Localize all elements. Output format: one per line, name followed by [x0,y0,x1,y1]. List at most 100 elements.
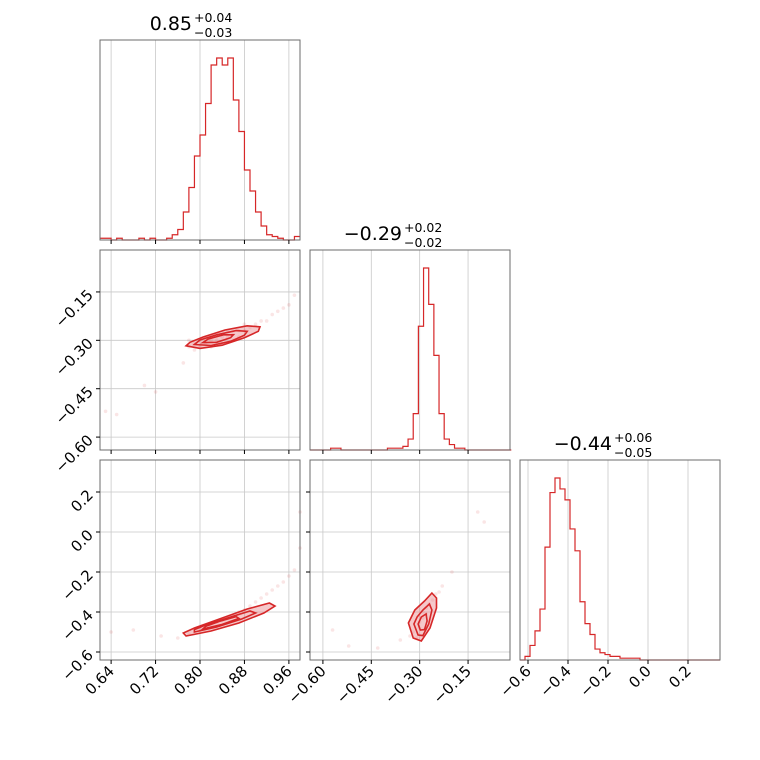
scatter-point [192,348,197,352]
param-title-plus: +0.04 [194,10,232,25]
panel-frame [309,459,511,661]
scatter-point [275,309,280,314]
scatter-panel [99,459,302,661]
param-title-median: 0.85 [150,13,192,35]
x-tick-label: 0.88 [215,662,251,698]
scatter-point [292,293,297,297]
scatter-point [450,570,454,574]
scatter-point [175,636,180,640]
param-title-median: −0.44 [554,433,612,455]
scatter-point [270,588,275,592]
contour-line [417,612,428,631]
scatter-point [281,306,286,310]
histogram-line [520,477,720,661]
grid [100,460,300,660]
scatter-point [482,520,486,524]
x-tick-label: 0.80 [170,662,206,698]
scatter-point [131,628,136,632]
param-title-plus: +0.02 [404,220,442,235]
x-tick-label: 0.72 [126,662,162,698]
scatter-point [109,630,113,634]
contour-line [193,610,258,633]
scatter-point [440,584,445,588]
y-tick-label: −0.15 [52,286,97,331]
scatter-point [114,412,119,417]
contour-line [184,324,262,350]
y-tick-label: −0.4 [58,606,96,644]
scatter-point [248,604,252,608]
contour-line [181,602,277,637]
x-tick-label: 0.2 [665,662,695,692]
scatter-point [253,322,258,326]
scatter-point [398,638,403,642]
scatter-point [159,634,163,638]
scatter-point [187,338,191,343]
param-title-median: −0.29 [344,223,402,245]
scatter-point [220,335,225,339]
param-title-plus: +0.06 [614,430,652,445]
contour-line [200,615,241,631]
scatter-point [181,361,186,365]
scatter-point [430,598,435,602]
panel-frame [519,459,721,661]
scatter-panel [309,459,511,661]
scatter-point [270,312,275,317]
panel-frame [309,249,511,451]
scatter-point [292,568,297,572]
scatter-point [264,319,269,323]
x-tick-label: 0.0 [625,662,655,692]
histogram-line [310,267,512,451]
contour-line [413,602,433,637]
scatter-panel [99,249,301,451]
x-tick-label: −0.4 [536,662,574,700]
scatter-point [408,634,412,638]
histogram-panel [99,39,301,241]
scatter-point [259,319,263,323]
grid [527,460,689,660]
scatter-points [109,510,302,640]
scatter-point [475,510,480,514]
param-title-minus: −0.02 [404,235,442,250]
param-title-minus: −0.03 [194,25,232,40]
x-tick-label: −0.2 [576,662,614,700]
scatter-point [142,383,147,388]
scatter-point [330,628,335,632]
y-tick-label: 0.2 [67,486,97,516]
scatter-point [375,646,380,650]
scatter-point [287,303,291,307]
scatter-point [253,600,258,604]
scatter-point [103,409,108,414]
grid [322,250,469,450]
scatter-point [437,590,441,594]
scatter-point [264,592,269,596]
scatter-point [153,390,158,394]
x-tick-label: −0.15 [430,662,475,707]
x-tick-label: −0.6 [496,662,534,700]
param-title-minus: −0.05 [614,445,652,460]
histogram-panel [519,459,721,661]
contour-line [407,591,438,642]
contour-line [200,333,236,344]
scatter-point [434,592,438,596]
scatter-point [209,338,213,343]
scatter-points [330,510,486,650]
y-tick-label: 0.0 [67,526,97,556]
histogram-line [100,57,300,241]
y-tick-label: −0.45 [52,383,97,428]
scatter-point [346,644,351,648]
x-tick-label: −0.60 [284,662,329,707]
grid [100,250,300,450]
scatter-point [287,574,291,578]
x-tick-label: −0.30 [381,662,426,707]
scatter-point [242,322,247,326]
x-tick-label: −0.45 [333,662,378,707]
y-tick-label: −0.60 [52,431,97,476]
scatter-point [281,580,286,584]
contour-line [192,329,249,347]
histogram-panel [309,249,512,451]
y-tick-label: −0.2 [58,566,96,604]
scatter-point [275,584,280,588]
scatter-point [259,596,263,600]
y-tick-label: −0.30 [52,334,97,379]
